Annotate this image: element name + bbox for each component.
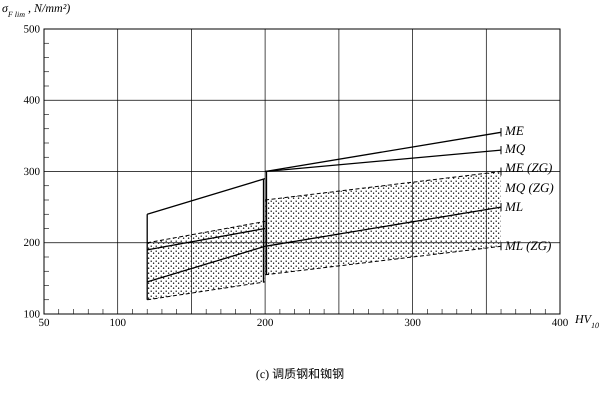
- svg-text:(c) 调质钢和铷钢: (c) 调质钢和铷钢: [256, 367, 344, 381]
- svg-text:MQ (ZG): MQ (ZG): [504, 180, 554, 195]
- svg-text:ME: ME: [504, 123, 524, 138]
- svg-text:200: 200: [24, 237, 41, 249]
- svg-text:ME (ZG): ME (ZG): [504, 160, 552, 175]
- svg-text:50: 50: [39, 317, 51, 329]
- svg-text:ML: ML: [504, 199, 523, 214]
- svg-text:200: 200: [257, 317, 274, 329]
- svg-text:500: 500: [24, 24, 41, 36]
- svg-text:σF lim , N/mm²): σF lim , N/mm²): [2, 1, 70, 19]
- svg-text:ML (ZG): ML (ZG): [504, 238, 551, 253]
- svg-text:300: 300: [404, 317, 421, 329]
- svg-text:100: 100: [109, 317, 126, 329]
- svg-text:400: 400: [24, 95, 41, 107]
- svg-text:300: 300: [24, 166, 41, 178]
- svg-text:400: 400: [552, 317, 569, 329]
- svg-text:MQ: MQ: [504, 141, 526, 156]
- svg-text:HV10: HV10: [574, 312, 599, 330]
